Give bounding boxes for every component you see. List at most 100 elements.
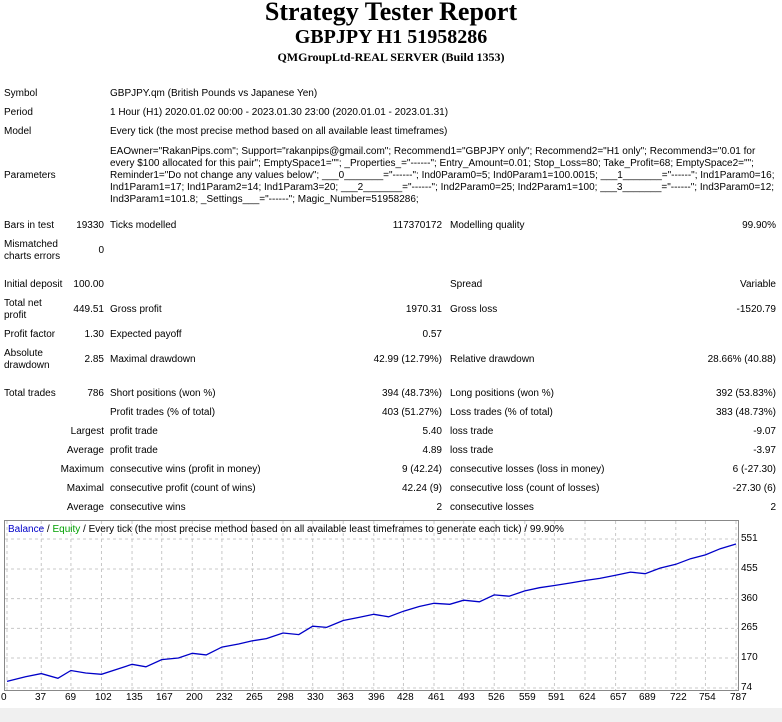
average-consec-label: Average bbox=[66, 502, 104, 513]
quality-label: Modelling quality bbox=[450, 220, 525, 231]
report-subtitle: GBPJPY H1 51958286 bbox=[294, 26, 488, 48]
largest-profit-trade-label: profit trade bbox=[110, 426, 158, 437]
maximal-consec-profit-label: consecutive profit (count of wins) bbox=[110, 483, 256, 494]
x-tick-label: 232 bbox=[216, 692, 233, 703]
x-tick-label: 754 bbox=[699, 692, 716, 703]
period-label: Period bbox=[4, 107, 33, 118]
deposit-value: 100.00 bbox=[73, 279, 104, 290]
largest-loss-trade-value: -9.07 bbox=[753, 426, 776, 437]
avg-consec-wins-label: consecutive wins bbox=[110, 502, 186, 513]
average-profit-trade-label: profit trade bbox=[110, 445, 158, 456]
x-tick-label: 787 bbox=[730, 692, 747, 703]
profit-factor-label: Profit factor bbox=[4, 329, 56, 340]
x-tick-label: 0 bbox=[1, 692, 7, 703]
average-profit-trade-value: 4.89 bbox=[422, 445, 442, 456]
legend-separator: / bbox=[44, 524, 53, 535]
legend-balance: Balance bbox=[8, 524, 45, 535]
gross-profit-label: Gross profit bbox=[110, 304, 162, 315]
net-label-line1: Total net bbox=[4, 298, 42, 309]
loss-trades-label: Loss trades (% of total) bbox=[450, 407, 553, 418]
profit-factor-value: 1.30 bbox=[84, 329, 104, 340]
mismatch-label-line2: charts errors bbox=[4, 251, 61, 262]
x-tick-label: 135 bbox=[126, 692, 143, 703]
x-tick-label: 493 bbox=[458, 692, 475, 703]
y-tick-label: 551 bbox=[741, 533, 758, 544]
gross-loss-label: Gross loss bbox=[450, 304, 498, 315]
chart-plot bbox=[5, 521, 738, 690]
mismatch-value: 0 bbox=[98, 245, 104, 256]
x-tick-label: 330 bbox=[307, 692, 324, 703]
x-tick-label: 37 bbox=[35, 692, 47, 703]
total-trades-value: 786 bbox=[87, 388, 104, 399]
symbol-value: GBPJPY.qm (British Pounds vs Japanese Ye… bbox=[110, 88, 318, 99]
server-name: QMGroupLtd-REAL SERVER (Build 1353) bbox=[277, 50, 505, 64]
model-label: Model bbox=[4, 126, 32, 137]
model-value: Every tick (the most precise method base… bbox=[110, 126, 448, 137]
parameters-value: EAOwner="RakanPips.com"; Support="rakanp… bbox=[110, 146, 775, 205]
largest-loss-trade-label: loss trade bbox=[450, 426, 494, 437]
max-consec-wins-value: 9 (42.24) bbox=[401, 464, 442, 475]
loss-trades-value: 383 (48.73%) bbox=[715, 407, 776, 418]
x-tick-label: 265 bbox=[246, 692, 263, 703]
y-tick-label: 455 bbox=[741, 563, 758, 574]
x-tick-label: 200 bbox=[186, 692, 203, 703]
ticks-label: Ticks modelled bbox=[110, 220, 177, 231]
symbol-label: Symbol bbox=[4, 88, 38, 99]
deposit-label: Initial deposit bbox=[4, 279, 63, 290]
report-title: Strategy Tester Report bbox=[264, 0, 518, 26]
total-trades-label: Total trades bbox=[4, 388, 56, 399]
chart-legend: Balance / Equity / Every tick (the most … bbox=[8, 524, 564, 536]
x-tick-label: 102 bbox=[95, 692, 112, 703]
abs-dd-label-line2: drawdown bbox=[4, 360, 50, 371]
largest-profit-trade-value: 5.40 bbox=[422, 426, 442, 437]
y-tick-label: 170 bbox=[741, 652, 758, 663]
expected-payoff-value: 0.57 bbox=[422, 329, 442, 340]
max-consec-losses-value: 6 (-27.30) bbox=[732, 464, 776, 475]
x-tick-label: 591 bbox=[548, 692, 565, 703]
max-dd-label: Maximal drawdown bbox=[110, 354, 196, 365]
x-tick-label: 298 bbox=[277, 692, 294, 703]
mismatch-label-line1: Mismatched bbox=[4, 239, 58, 250]
x-tick-label: 722 bbox=[670, 692, 687, 703]
max-consec-wins-label: consecutive wins (profit in money) bbox=[110, 464, 261, 475]
spread-label: Spread bbox=[450, 279, 483, 290]
average-label: Average bbox=[66, 445, 104, 456]
profit-trades-value: 403 (51.27%) bbox=[381, 407, 442, 418]
max-dd-value: 42.99 (12.79%) bbox=[373, 354, 442, 365]
rel-dd-label: Relative drawdown bbox=[450, 354, 535, 365]
abs-dd-label-line1: Absolute bbox=[4, 348, 43, 359]
x-tick-label: 689 bbox=[639, 692, 656, 703]
long-positions-value: 392 (53.83%) bbox=[715, 388, 776, 399]
bars-label: Bars in test bbox=[4, 220, 55, 231]
x-tick-label: 657 bbox=[610, 692, 627, 703]
avg-consec-wins-value: 2 bbox=[436, 502, 442, 513]
average-loss-trade-value: -3.97 bbox=[753, 445, 776, 456]
spread-value: Variable bbox=[740, 279, 776, 290]
quality-value: 99.90% bbox=[742, 220, 776, 231]
ticks-value: 117370172 bbox=[392, 220, 442, 231]
gross-loss-value: -1520.79 bbox=[736, 304, 776, 315]
x-tick-label: 167 bbox=[156, 692, 173, 703]
legend-equity: Equity bbox=[52, 524, 81, 535]
short-positions-value: 394 (48.73%) bbox=[381, 388, 442, 399]
gross-profit-value: 1970.31 bbox=[405, 304, 442, 315]
footer-bar bbox=[0, 708, 782, 722]
parameters-label: Parameters bbox=[4, 170, 56, 181]
expected-payoff-label: Expected payoff bbox=[110, 329, 182, 340]
maximum-label: Maximum bbox=[60, 464, 104, 475]
maximal-consec-loss-label: consecutive loss (count of losses) bbox=[450, 483, 600, 494]
series-line-balance bbox=[6, 543, 737, 683]
maximal-consec-profit-value: 42.24 (9) bbox=[401, 483, 442, 494]
net-value: 449.51 bbox=[73, 304, 104, 315]
abs-dd-value: 2.85 bbox=[84, 354, 104, 365]
y-tick-label: 360 bbox=[741, 593, 758, 604]
x-tick-label: 396 bbox=[368, 692, 385, 703]
x-tick-label: 461 bbox=[428, 692, 445, 703]
largest-label: Largest bbox=[70, 426, 104, 437]
bars-value: 19330 bbox=[76, 220, 104, 231]
legend-description: / Every tick (the most precise method ba… bbox=[80, 524, 564, 535]
x-tick-label: 624 bbox=[579, 692, 596, 703]
average-loss-trade-label: loss trade bbox=[450, 445, 494, 456]
short-positions-label: Short positions (won %) bbox=[110, 388, 216, 399]
profit-trades-label: Profit trades (% of total) bbox=[110, 407, 216, 418]
